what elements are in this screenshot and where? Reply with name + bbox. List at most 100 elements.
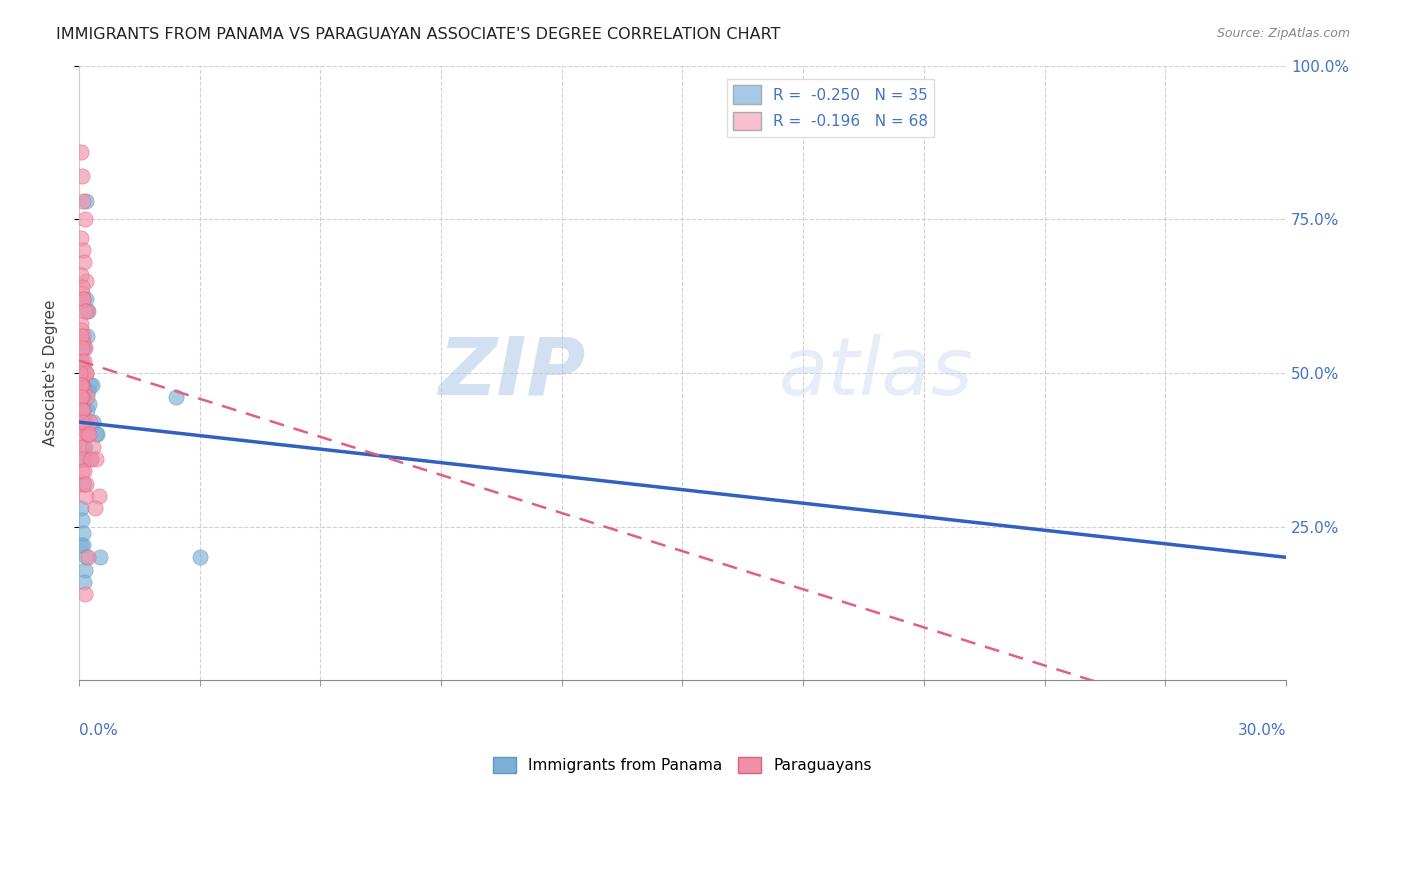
Point xyxy=(73,391,96,405)
Point xyxy=(73,415,96,429)
Point xyxy=(70,378,93,392)
Point xyxy=(73,384,96,399)
Point xyxy=(72,329,94,343)
Point xyxy=(70,415,93,429)
Point xyxy=(73,366,96,380)
Point xyxy=(70,501,93,516)
Y-axis label: Associate's Degree: Associate's Degree xyxy=(44,300,58,446)
Point xyxy=(70,353,93,368)
Point xyxy=(72,194,94,208)
Point xyxy=(79,415,101,429)
Point xyxy=(70,372,93,386)
Point xyxy=(79,452,101,467)
Point xyxy=(84,501,107,516)
Point xyxy=(87,489,110,503)
Point xyxy=(73,353,96,368)
Point xyxy=(75,550,97,565)
Point xyxy=(70,513,93,527)
Point xyxy=(82,440,104,454)
Point xyxy=(70,323,93,337)
Point xyxy=(73,464,96,478)
Point xyxy=(73,452,96,467)
Point xyxy=(72,440,94,454)
Point xyxy=(76,402,98,417)
Legend: Immigrants from Panama, Paraguayans: Immigrants from Panama, Paraguayans xyxy=(485,749,879,780)
Point xyxy=(77,384,100,399)
Point xyxy=(70,230,93,244)
Point xyxy=(70,391,93,405)
Point xyxy=(76,329,98,343)
Point xyxy=(72,415,94,429)
Point xyxy=(72,335,94,350)
Point xyxy=(70,280,93,294)
Point xyxy=(76,391,98,405)
Point xyxy=(89,550,111,565)
Point xyxy=(76,304,98,318)
Point xyxy=(72,476,94,491)
Point xyxy=(72,292,94,306)
Point xyxy=(69,145,91,159)
Point xyxy=(84,452,107,467)
Point xyxy=(73,341,96,355)
Point xyxy=(72,525,94,540)
Point xyxy=(72,359,94,374)
Point xyxy=(73,587,96,601)
Point xyxy=(69,268,91,282)
Text: atlas: atlas xyxy=(779,334,974,412)
Point xyxy=(79,427,101,442)
Point xyxy=(69,378,91,392)
Point xyxy=(70,341,93,355)
Point xyxy=(70,402,93,417)
Point xyxy=(73,476,96,491)
Point xyxy=(70,402,93,417)
Point xyxy=(73,440,96,454)
Point xyxy=(69,366,91,380)
Point xyxy=(69,402,91,417)
Point xyxy=(70,452,93,467)
Point xyxy=(82,415,104,429)
Point xyxy=(70,415,93,429)
Text: 30.0%: 30.0% xyxy=(1237,723,1286,739)
Point xyxy=(70,353,93,368)
Point xyxy=(72,402,94,417)
Point xyxy=(72,243,94,257)
Point xyxy=(70,285,93,300)
Point xyxy=(70,402,93,417)
Point xyxy=(77,397,100,411)
Point xyxy=(70,402,93,417)
Point xyxy=(75,366,97,380)
Point xyxy=(79,378,101,392)
Point xyxy=(84,427,107,442)
Point xyxy=(73,304,96,318)
Point xyxy=(188,550,211,565)
Point xyxy=(73,212,96,227)
Text: IMMIGRANTS FROM PANAMA VS PARAGUAYAN ASSOCIATE'S DEGREE CORRELATION CHART: IMMIGRANTS FROM PANAMA VS PARAGUAYAN ASS… xyxy=(56,27,780,42)
Point xyxy=(70,391,93,405)
Point xyxy=(75,292,97,306)
Point xyxy=(69,378,91,392)
Point xyxy=(70,391,93,405)
Point xyxy=(70,329,93,343)
Point xyxy=(76,427,98,442)
Point xyxy=(75,274,97,288)
Point xyxy=(70,452,93,467)
Point xyxy=(86,427,108,442)
Point xyxy=(77,550,100,565)
Point xyxy=(73,415,96,429)
Point xyxy=(80,378,103,392)
Point xyxy=(76,427,98,442)
Point xyxy=(70,169,93,184)
Point xyxy=(73,255,96,269)
Text: ZIP: ZIP xyxy=(439,334,586,412)
Point xyxy=(75,489,97,503)
Point xyxy=(70,440,93,454)
Point xyxy=(72,538,94,552)
Point xyxy=(72,378,94,392)
Point xyxy=(75,341,97,355)
Point xyxy=(165,391,187,405)
Point xyxy=(70,427,93,442)
Point xyxy=(70,538,93,552)
Point xyxy=(75,366,97,380)
Point xyxy=(75,476,97,491)
Text: Source: ZipAtlas.com: Source: ZipAtlas.com xyxy=(1216,27,1350,40)
